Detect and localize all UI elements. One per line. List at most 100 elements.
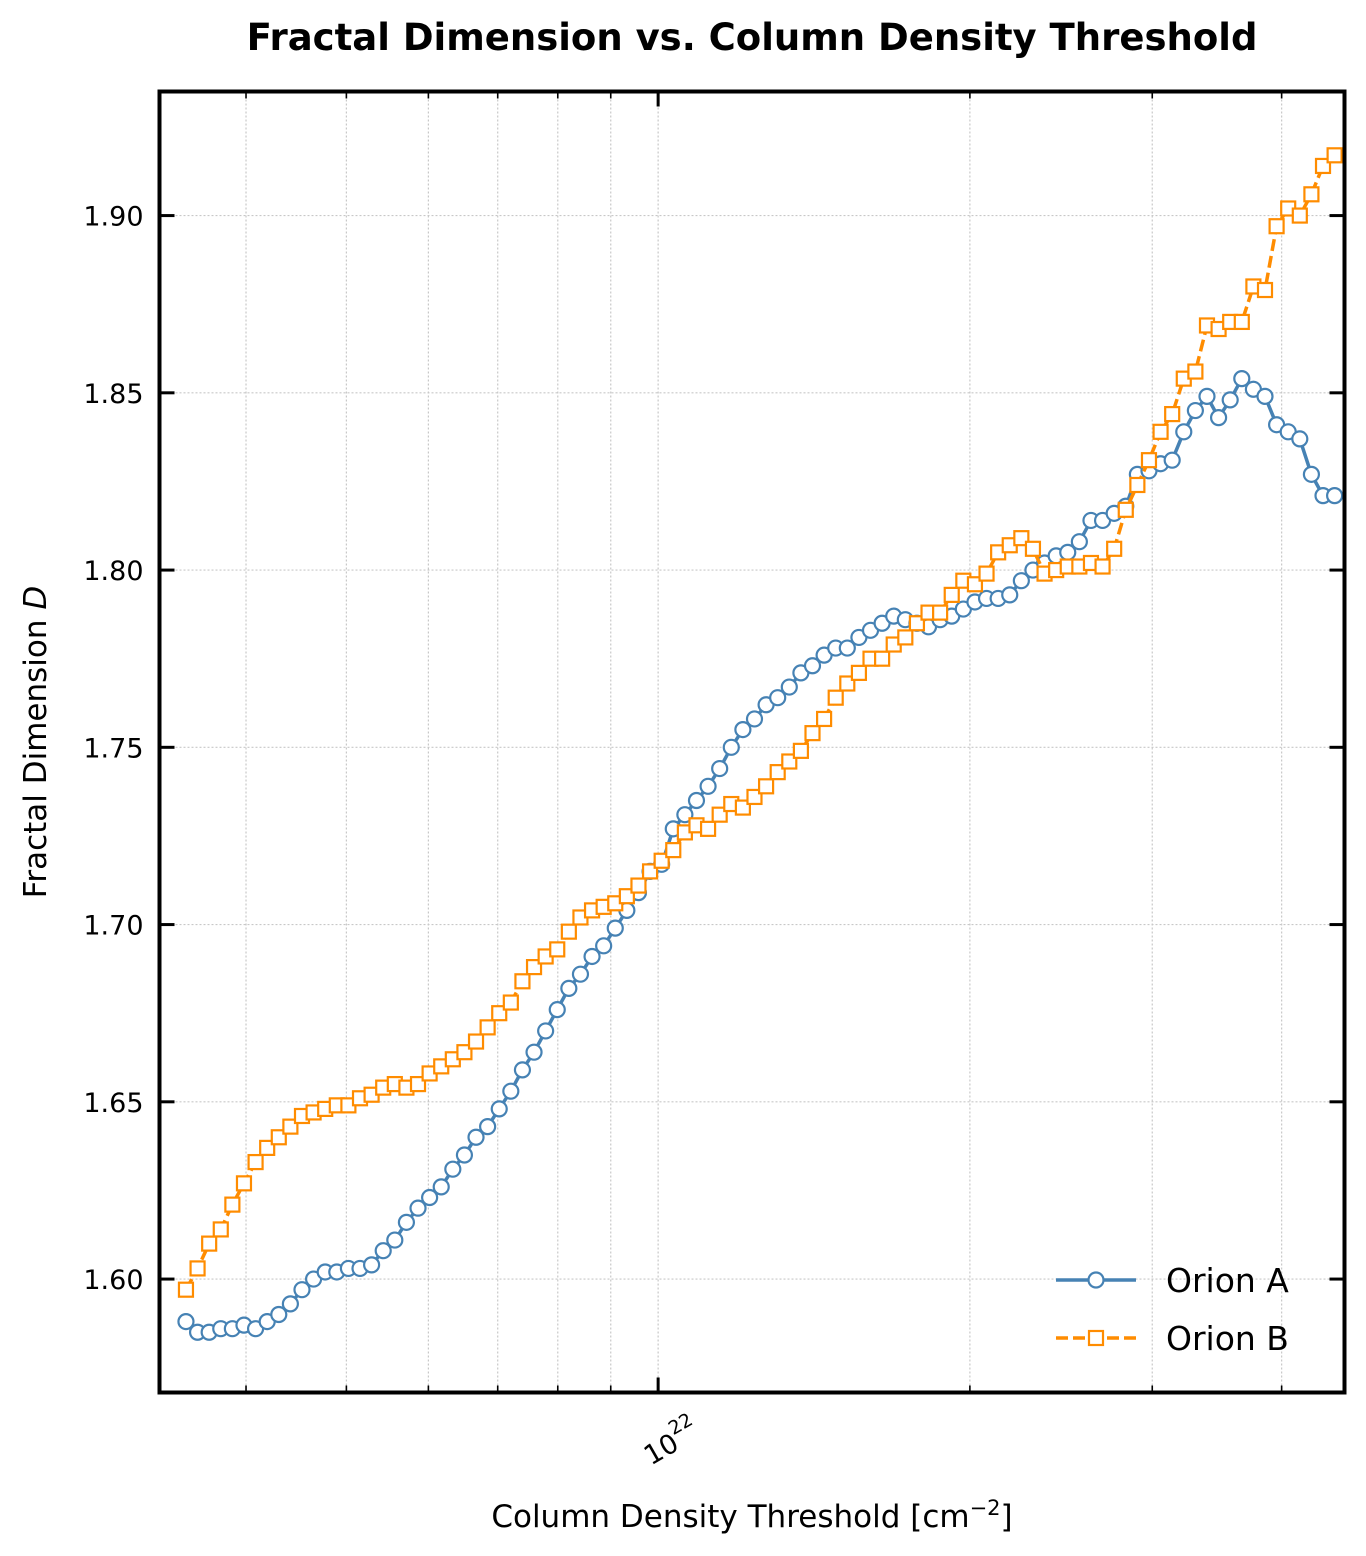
y-axis-label-var: D xyxy=(18,586,54,610)
x-axis-label-sup: −2 xyxy=(970,1496,1001,1520)
y-tick-label: 1.70 xyxy=(83,911,143,942)
point-orion-a xyxy=(479,1118,497,1136)
point-orion-a xyxy=(363,1256,381,1274)
x-tick-label: 1022 xyxy=(635,1408,706,1472)
y-tick-label: 1.80 xyxy=(83,556,143,587)
point-orion-a xyxy=(1186,401,1204,420)
point-orion-b xyxy=(201,1235,218,1252)
point-orion-a xyxy=(687,791,706,810)
point-orion-a xyxy=(1163,451,1181,469)
point-orion-b xyxy=(1140,452,1158,469)
plot-frame xyxy=(157,89,1347,1395)
y-tick-label: 1.65 xyxy=(83,1088,143,1119)
point-orion-b xyxy=(189,1260,206,1277)
point-orion-b xyxy=(1187,363,1204,380)
point-orion-a xyxy=(1291,430,1309,448)
point-orion-b xyxy=(816,710,833,728)
point-orion-a xyxy=(513,1061,532,1079)
point-orion-a xyxy=(548,1001,566,1019)
point-orion-b xyxy=(641,863,659,880)
chart-title: Fractal Dimension vs. Column Density Thr… xyxy=(247,16,1258,59)
point-orion-b xyxy=(1303,186,1320,203)
point-orion-a xyxy=(699,777,717,795)
point-orion-a xyxy=(734,720,752,739)
point-orion-b xyxy=(757,778,775,795)
point-orion-a xyxy=(595,937,613,955)
point-orion-b xyxy=(1024,540,1042,557)
point-orion-b xyxy=(525,959,543,976)
point-orion-b xyxy=(212,1221,229,1238)
point-orion-a xyxy=(1302,465,1321,483)
point-orion-b xyxy=(943,586,960,603)
point-orion-b xyxy=(1094,558,1111,575)
point-orion-a xyxy=(583,947,601,966)
point-orion-b xyxy=(932,604,949,621)
legend-label-orion-b: Orion B xyxy=(1166,1319,1289,1358)
point-orion-b xyxy=(804,725,821,742)
point-orion-b xyxy=(618,888,635,905)
point-orion-b xyxy=(1233,313,1250,331)
point-orion-b xyxy=(1013,530,1030,547)
point-orion-a xyxy=(1070,533,1088,551)
point-orion-b xyxy=(1268,218,1285,235)
point-orion-b xyxy=(1117,501,1134,518)
x-axis-label: Column Density Threshold [cm−2] xyxy=(491,1496,1012,1535)
point-orion-a xyxy=(838,639,856,657)
point-orion-b xyxy=(665,842,682,859)
point-orion-b xyxy=(1106,540,1123,557)
point-orion-a xyxy=(490,1100,508,1118)
point-orion-b xyxy=(560,923,577,940)
point-orion-b xyxy=(827,689,844,706)
point-orion-a xyxy=(1012,572,1030,590)
legend-marker-orion-a xyxy=(1087,1271,1105,1289)
point-orion-b xyxy=(1326,147,1343,164)
point-orion-b xyxy=(409,1075,427,1093)
point-orion-a xyxy=(455,1146,474,1164)
point-orion-a xyxy=(397,1213,416,1231)
point-orion-b xyxy=(235,1175,253,1192)
point-orion-a xyxy=(1326,487,1344,505)
point-orion-a xyxy=(745,710,764,728)
legend-marker-orion-b xyxy=(1087,1329,1105,1347)
point-orion-a xyxy=(1221,391,1239,409)
point-orion-b xyxy=(1291,207,1308,224)
series-line-orion-a xyxy=(184,376,1335,1334)
point-orion-b xyxy=(792,742,809,759)
point-orion-a xyxy=(1175,423,1193,441)
point-orion-b xyxy=(502,994,519,1011)
point-orion-b xyxy=(1256,281,1274,299)
point-orion-b xyxy=(781,753,798,770)
point-orion-a xyxy=(606,919,624,937)
point-orion-b xyxy=(850,664,868,681)
point-orion-b xyxy=(259,1139,276,1156)
point-orion-b xyxy=(282,1118,299,1135)
point-orion-a xyxy=(432,1178,450,1196)
point-orion-a xyxy=(1256,387,1274,405)
y-tick-label: 1.60 xyxy=(83,1265,143,1296)
point-orion-a xyxy=(502,1082,520,1100)
legend: Orion A Orion B xyxy=(1056,1261,1289,1358)
y-tick-label: 1.90 xyxy=(83,202,143,233)
point-orion-b xyxy=(1152,423,1169,440)
legend-label-orion-a: Orion A xyxy=(1166,1261,1289,1300)
point-orion-b xyxy=(769,764,786,781)
point-orion-b xyxy=(1164,405,1181,423)
y-axis-label: Fractal Dimension D xyxy=(18,586,54,899)
point-orion-a xyxy=(444,1160,462,1178)
point-orion-b xyxy=(699,820,717,837)
point-orion-a xyxy=(1209,409,1228,427)
point-orion-b xyxy=(966,576,984,593)
point-orion-b xyxy=(978,565,995,582)
point-orion-b xyxy=(630,877,647,894)
point-orion-a xyxy=(537,1022,555,1040)
point-orion-b xyxy=(247,1153,264,1171)
x-axis-label-close: ] xyxy=(1001,1499,1013,1535)
point-orion-b xyxy=(839,675,856,692)
point-orion-b xyxy=(734,799,751,816)
y-tick-label: 1.85 xyxy=(83,379,143,410)
point-orion-a xyxy=(421,1188,439,1207)
point-orion-a xyxy=(1233,370,1251,388)
point-orion-a xyxy=(293,1281,311,1299)
point-orion-b xyxy=(874,650,891,667)
